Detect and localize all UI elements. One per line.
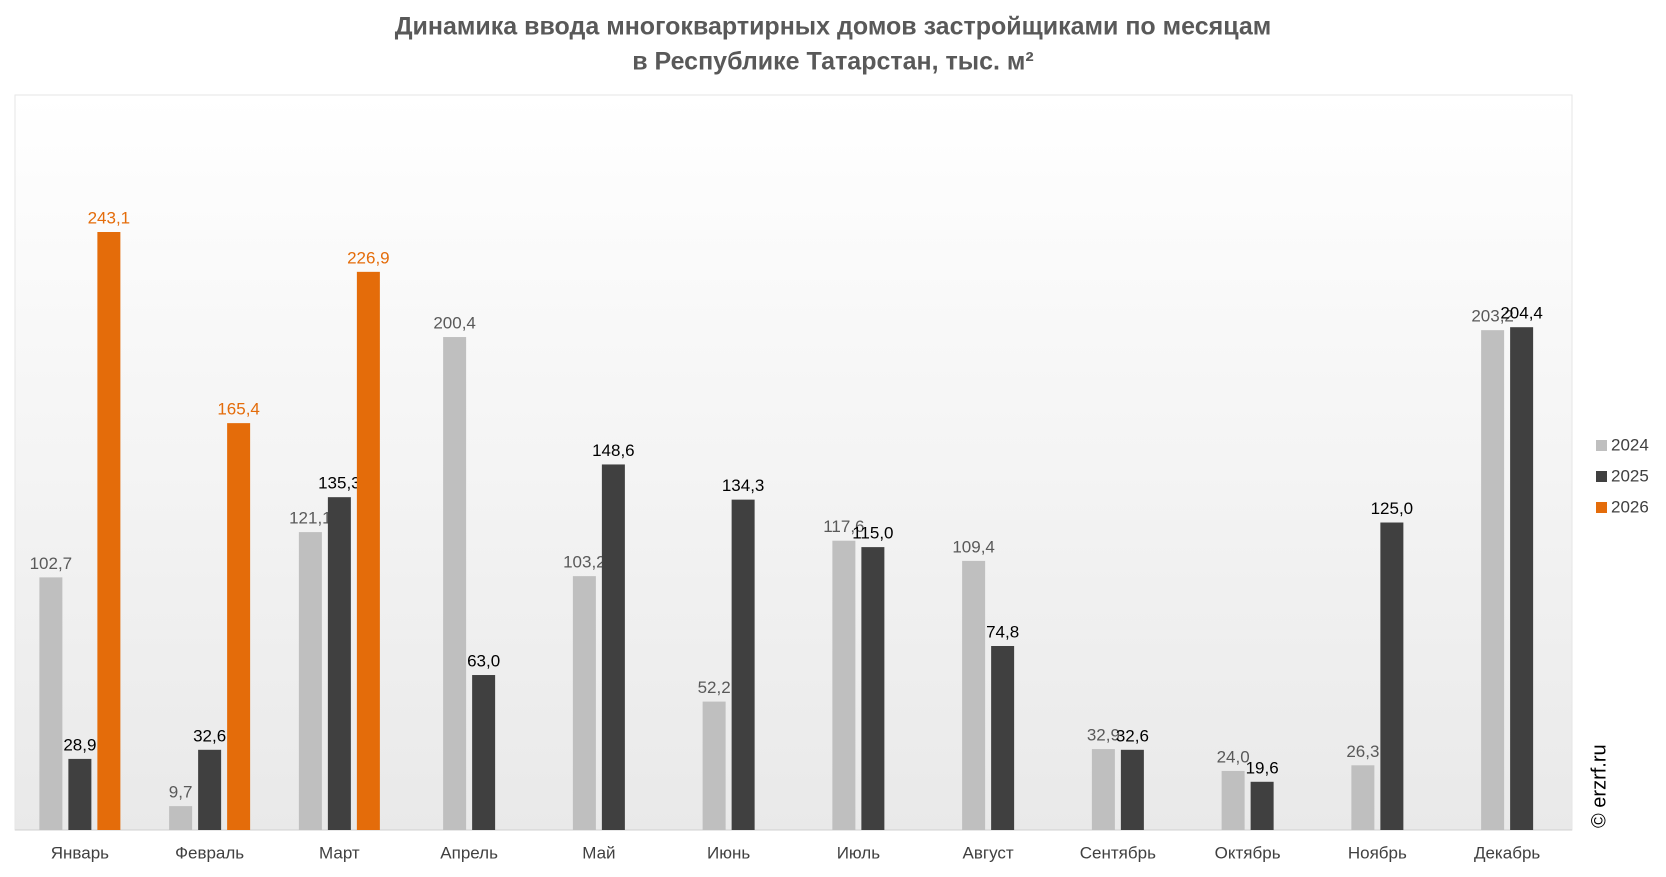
bar (1250, 781, 1274, 830)
value-label: 9,7 (169, 783, 193, 802)
bar (1120, 749, 1144, 830)
x-tick-label: Июль (837, 843, 881, 862)
bar (169, 806, 193, 830)
bar (991, 646, 1015, 830)
bar (227, 423, 251, 830)
value-label: 121,1 (289, 509, 332, 528)
value-label: 28,9 (63, 735, 96, 754)
bar (39, 577, 63, 830)
value-label: 117,6 (823, 517, 864, 536)
x-tick-label: Июнь (707, 843, 750, 862)
bar (731, 499, 755, 830)
bar (572, 576, 596, 830)
x-tick-label: Ноябрь (1348, 843, 1407, 862)
value-label: 19,6 (1246, 758, 1279, 777)
value-label: 24,0 (1217, 747, 1250, 766)
x-tick-label: Октябрь (1215, 843, 1281, 862)
value-label: 148,6 (592, 441, 635, 460)
x-tick-label: Май (582, 843, 615, 862)
bar (472, 675, 496, 830)
bar (861, 547, 885, 830)
value-label: 204,4 (1500, 304, 1543, 323)
value-label: 203,2 (1471, 307, 1514, 326)
value-label: 74,8 (986, 622, 1019, 641)
bar (1351, 765, 1375, 830)
bar (298, 532, 322, 830)
value-label: 32,6 (1116, 726, 1149, 745)
chart-title: Динамика ввода многоквартирных домов зас… (395, 13, 1272, 41)
bar (832, 540, 856, 830)
legend-label: 2025 (1611, 466, 1649, 485)
value-label: 135,3 (318, 474, 361, 493)
value-label: 109,4 (952, 537, 995, 556)
value-label: 32,6 (193, 726, 226, 745)
legend-label: 2026 (1611, 497, 1649, 516)
legend-swatch (1596, 471, 1607, 482)
value-label: 26,3 (1346, 742, 1379, 761)
bar (443, 337, 467, 830)
x-tick-label: Декабрь (1474, 843, 1540, 862)
value-label: 115,0 (852, 524, 893, 543)
value-label: 63,0 (467, 652, 500, 671)
x-tick-label: Сентябрь (1080, 843, 1156, 862)
x-tick-label: Апрель (440, 843, 498, 862)
value-label: 243,1 (88, 208, 131, 227)
value-label: 102,7 (30, 554, 73, 573)
bar (1380, 522, 1404, 830)
legend-swatch (1596, 440, 1607, 451)
value-label: 165,4 (217, 400, 260, 419)
watermark: © erzrf.ru (1588, 744, 1610, 828)
bar (601, 464, 625, 830)
bar (68, 758, 92, 830)
bar (356, 271, 380, 830)
chart-title: в Республике Татарстан, тыс. м² (632, 48, 1034, 76)
bar (1091, 749, 1115, 830)
value-label: 200,4 (433, 314, 476, 333)
value-label: 52,2 (698, 678, 731, 697)
bar (198, 749, 222, 830)
plot-area (14, 94, 1573, 831)
bar (1481, 330, 1505, 830)
bar (327, 497, 351, 830)
x-tick-label: Январь (51, 843, 109, 862)
bar (1221, 770, 1245, 830)
bar (1510, 327, 1534, 830)
value-label: 226,9 (347, 248, 390, 267)
value-label: 125,0 (1371, 499, 1414, 518)
bar (962, 560, 986, 830)
value-label: 134,3 (722, 476, 765, 495)
value-label: 103,2 (563, 553, 606, 572)
bar (702, 701, 726, 830)
legend-label: 2024 (1611, 435, 1649, 454)
x-tick-label: Февраль (175, 843, 244, 862)
x-tick-label: Август (963, 843, 1014, 862)
legend-swatch (1596, 502, 1607, 513)
value-label: 32,9 (1087, 726, 1120, 745)
x-tick-label: Март (319, 843, 360, 862)
bar (97, 232, 121, 830)
